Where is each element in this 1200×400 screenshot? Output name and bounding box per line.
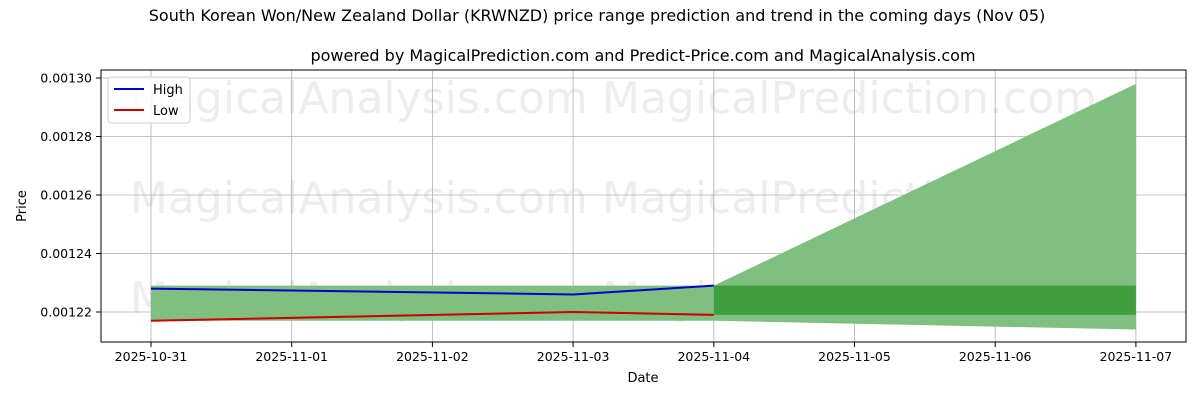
watermark-analysis: MagicalAnalysis.com xyxy=(130,73,588,124)
legend-low-label: Low xyxy=(153,104,179,119)
y-tick-label: 0.00124 xyxy=(40,246,92,261)
y-tick-label: 0.00126 xyxy=(40,188,92,203)
axes-frame xyxy=(100,69,1187,343)
x-tick-label: 2025-11-07 xyxy=(1100,349,1173,364)
watermark-analysis: MagicalAnalysis.com xyxy=(130,173,588,224)
low-line xyxy=(150,310,714,322)
x-tick-label: 2025-11-03 xyxy=(537,349,610,364)
y-tick-label: 0.00130 xyxy=(40,71,92,86)
legend-high-label: High xyxy=(153,83,183,98)
x-tick-label: 2025-11-02 xyxy=(396,349,469,364)
x-tick-label: 2025-11-04 xyxy=(677,349,750,364)
y-tick-label: 0.00128 xyxy=(40,129,92,144)
y-tick-label: 0.00122 xyxy=(40,305,92,320)
chart-title: South Korean Won/New Zealand Dollar (KRW… xyxy=(148,6,1046,25)
x-tick-label: 2025-11-06 xyxy=(959,349,1032,364)
legend: High Low xyxy=(107,76,191,124)
forecast-core-band xyxy=(713,285,1136,315)
watermarks: MagicalAnalysis.com MagicalPrediction.co… xyxy=(130,73,1097,324)
x-tick-label: 2025-10-31 xyxy=(115,349,188,364)
x-axis-label: Date xyxy=(627,371,658,386)
x-tick-label: 2025-11-05 xyxy=(818,349,891,364)
x-axis-ticks: 2025-10-31 2025-11-01 2025-11-02 2025-11-03… xyxy=(115,342,1173,364)
y-axis-label: Price xyxy=(15,190,30,222)
range-bands xyxy=(151,83,1136,330)
forecast-range-band xyxy=(713,83,1136,330)
watermark-prediction: MagicalPrediction.com xyxy=(602,73,1097,124)
y-axis-ticks: 0.00122 0.00124 0.00126 0.00128 0.00130 xyxy=(40,71,101,320)
chart-subtitle: powered by MagicalPrediction.com and Pre… xyxy=(310,46,976,65)
series-lines xyxy=(150,284,714,322)
high-line xyxy=(150,284,714,296)
x-tick-label: 2025-11-01 xyxy=(255,349,328,364)
